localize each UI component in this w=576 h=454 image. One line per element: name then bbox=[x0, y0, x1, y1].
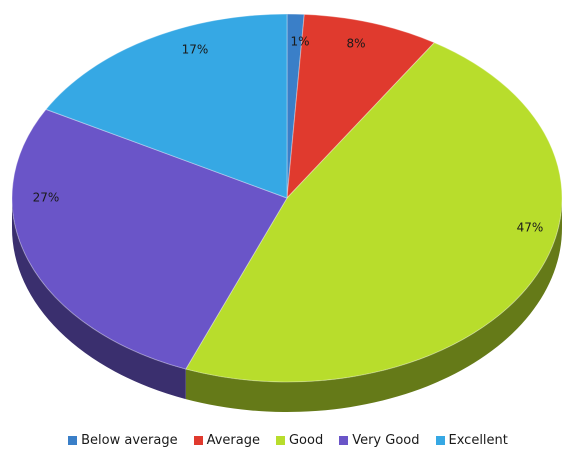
pie-slice-excellent bbox=[45, 13, 288, 199]
slice-label-good: 47% bbox=[517, 221, 544, 235]
legend-label: Average bbox=[206, 432, 260, 448]
pie-labels: 1% 8% 47% 27% 17% bbox=[33, 35, 544, 235]
legend-swatch bbox=[275, 435, 285, 445]
slice-label-excellent: 17% bbox=[182, 43, 209, 57]
legend-label: Below average bbox=[81, 432, 178, 448]
legend-label: Excellent bbox=[448, 432, 508, 448]
legend-item-below-average: Below average bbox=[68, 432, 178, 448]
slice-label-very-good: 27% bbox=[33, 191, 60, 205]
legend-item-very-good: Very Good bbox=[339, 432, 420, 448]
legend-label: Good bbox=[288, 432, 324, 448]
slice-label-below-average: 1% bbox=[290, 35, 309, 49]
legend-swatch bbox=[193, 435, 203, 445]
pie-slice-very-good bbox=[11, 108, 288, 370]
legend-item-good: Good bbox=[275, 432, 324, 448]
pie-slice-average bbox=[286, 13, 436, 200]
pie-side-very-good bbox=[12, 198, 186, 400]
pie-slice-good bbox=[184, 42, 563, 383]
chart-legend: Below average Average Good Very Good Excelle… bbox=[0, 428, 576, 452]
legend-swatch bbox=[68, 435, 78, 445]
legend-item-average: Average bbox=[193, 432, 260, 448]
legend-swatch bbox=[339, 435, 349, 445]
pie-side-good bbox=[185, 198, 563, 412]
slice-label-average: 8% bbox=[346, 37, 365, 51]
pie-tops bbox=[11, 13, 563, 383]
legend-label: Very Good bbox=[352, 432, 420, 448]
pie-sides bbox=[12, 198, 563, 412]
legend-item-excellent: Excellent bbox=[435, 432, 508, 448]
legend-swatch bbox=[435, 435, 445, 445]
pie-slice-below-average bbox=[286, 13, 305, 199]
